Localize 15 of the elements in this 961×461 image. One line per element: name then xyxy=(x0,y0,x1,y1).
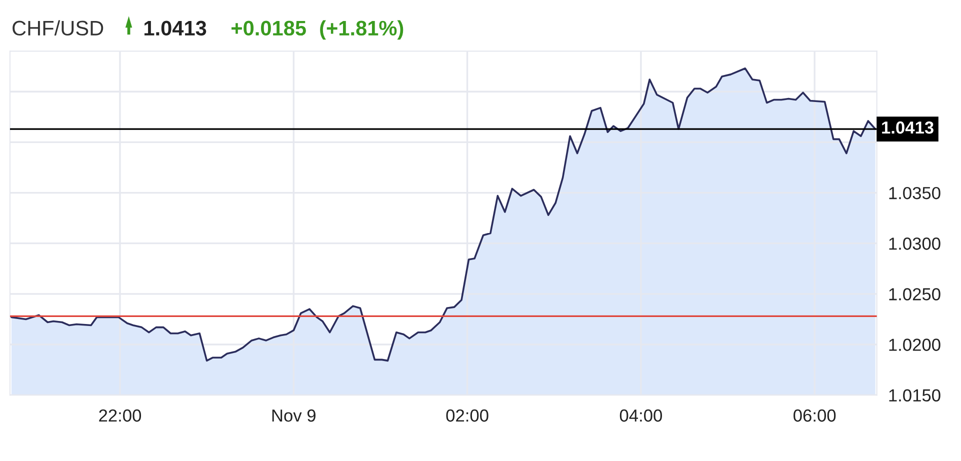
y-tick-label: 1.0200 xyxy=(889,338,940,351)
text: +0.0185 xyxy=(232,20,306,36)
x-tick-label: 06:00 xyxy=(794,409,836,422)
y-tick-label: 1.0350 xyxy=(889,186,940,200)
y-tick-label: 1.0150 xyxy=(889,389,940,402)
x-tick-label: 04:00 xyxy=(620,409,662,422)
text: 1.0413 xyxy=(144,20,206,36)
chart-title: CHF/USD xyxy=(12,20,104,36)
x-tick-label: Nov 9 xyxy=(272,409,316,422)
y-tick-label: 1.0250 xyxy=(889,288,940,300)
y-tick-label: 1.0300 xyxy=(889,238,940,250)
text: (+1.81%) xyxy=(320,20,404,40)
ref-line-label: 1.0413 xyxy=(882,121,934,134)
x-tick-label: 02:00 xyxy=(446,409,488,422)
x-tick-label: 22:00 xyxy=(99,409,142,422)
